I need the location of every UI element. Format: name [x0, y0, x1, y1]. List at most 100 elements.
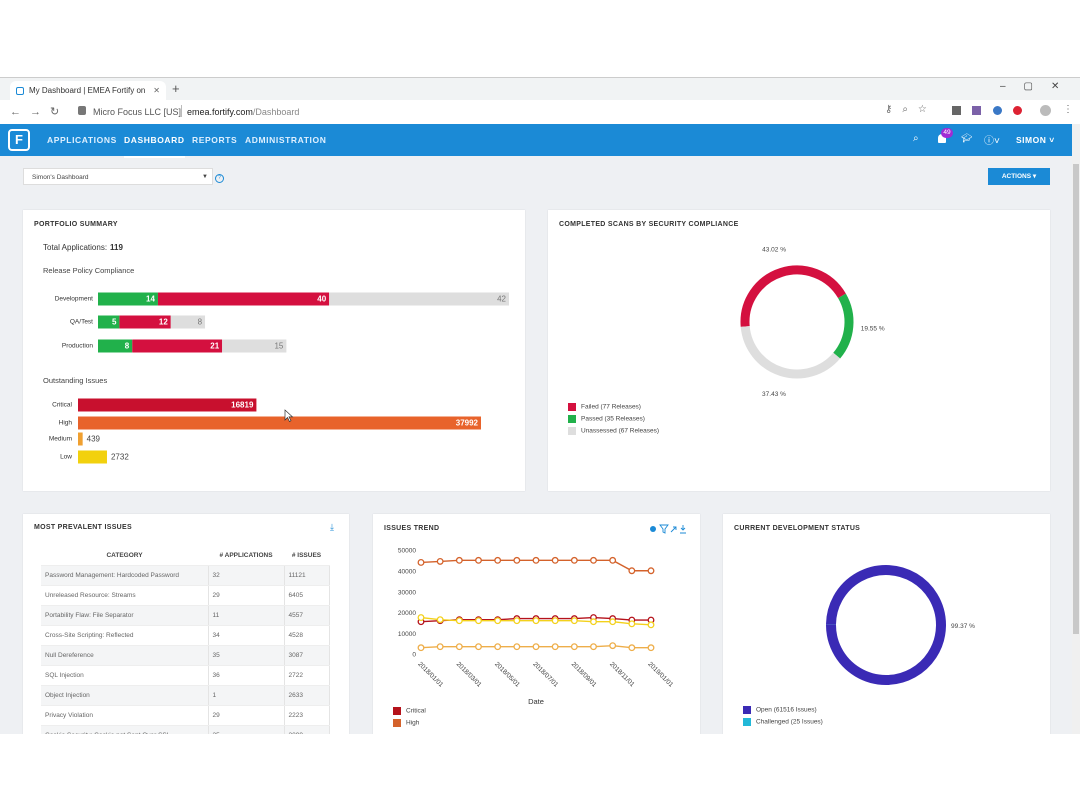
search-icon[interactable]: ⌕: [913, 133, 919, 144]
window-controls[interactable]: –▢✕: [1000, 81, 1078, 92]
option-icon[interactable]: [650, 526, 656, 532]
bar-label: 40: [317, 295, 326, 304]
legend-label: Challenged (25 Issues): [756, 719, 823, 726]
download-icon[interactable]: [680, 525, 686, 534]
x-tick-label: 2018/01/01: [416, 661, 444, 689]
table-row: Null Dereference 35 3087: [41, 645, 330, 666]
bar-segment: [132, 339, 223, 353]
trend-point: [494, 643, 502, 651]
trend-point: [494, 556, 502, 564]
donut-segment: [826, 564, 946, 685]
section-title: Release Policy Compliance: [43, 266, 134, 275]
legend-label: Passed (35 Releases): [581, 416, 645, 423]
legend-label: Unassessed (67 Releases): [581, 428, 659, 435]
trend-point: [590, 556, 597, 564]
trend-point: [532, 556, 540, 564]
app-logo[interactable]: F: [8, 129, 30, 151]
issues-table: CATEGORY # APPLICATIONS # ISSUES Password …: [41, 546, 330, 734]
donut-segment: [740, 265, 846, 327]
nav-item[interactable]: DASHBOARD: [124, 124, 185, 158]
donut-label: 19.55 %: [861, 325, 885, 332]
bar-label: 2732: [111, 453, 129, 462]
legend-swatch: [393, 719, 401, 727]
row-label: Low: [60, 454, 72, 461]
nav-buttons[interactable]: ←→↻: [10, 106, 69, 118]
number-cell: 25: [208, 725, 285, 734]
x-tick-label: 2018/11/01: [608, 661, 636, 689]
legend-label: Critical: [406, 708, 426, 715]
dashboard-select[interactable]: Simon's Dashboard ▼: [23, 168, 213, 185]
trend-point: [455, 643, 463, 651]
user-menu[interactable]: SIMON ˅: [1016, 135, 1055, 145]
number-cell: 2099: [284, 725, 330, 734]
legend-label: Open (61516 Issues): [756, 707, 817, 714]
trend-point: [590, 618, 597, 626]
bar-segment: [329, 292, 509, 306]
bar-segment: [157, 292, 330, 306]
browser-tab[interactable]: My Dashboard | EMEA Fortify on ✕: [10, 81, 166, 100]
bar-label: 14: [146, 295, 155, 304]
ext-icon[interactable]: [972, 106, 981, 115]
bar-segment: [98, 315, 120, 329]
bar-label: 5: [112, 318, 117, 327]
bar-label: 12: [159, 318, 168, 327]
number-cell: 32: [208, 565, 285, 586]
nav-item[interactable]: ADMINISTRATION: [245, 135, 327, 145]
x-tick-label: 2018/09/01: [570, 661, 598, 689]
menu-icon[interactable]: ⋮: [1063, 104, 1073, 115]
trend-point: [532, 617, 540, 625]
row-label: Critical: [52, 402, 72, 409]
scroll-thumb[interactable]: [1073, 164, 1079, 634]
number-cell: 11121: [284, 565, 330, 586]
nav-item[interactable]: REPORTS: [192, 135, 238, 145]
prevalent-panel: MOST PREVALENT ISSUES ⤓ CATEGORY # APPLIC…: [23, 514, 349, 734]
number-cell: 36: [208, 665, 285, 686]
help-icon[interactable]: ⓘ˅: [984, 136, 1000, 147]
tab-close[interactable]: ✕: [153, 86, 160, 95]
filter-icon[interactable]: [659, 524, 669, 534]
category-cell: Object Injection: [41, 685, 209, 706]
donut-segment: [740, 326, 841, 379]
trend-point: [590, 643, 597, 651]
table-header: CATEGORY # APPLICATIONS # ISSUES: [41, 546, 329, 566]
trend-chart: ISSUES TREND 0 10000 20000 30000 40000 50000 20…: [384, 524, 686, 727]
actions-button[interactable]: ACTIONS ▾: [988, 168, 1050, 185]
profile-icon[interactable]: [1040, 105, 1051, 116]
expand-icon[interactable]: [670, 526, 677, 533]
dashboard-content: Simon's Dashboard ▼ ? ACTIONS ▾ PORTFOLIO…: [0, 156, 1072, 734]
browser-icons[interactable]: ⚷⌕☆: [885, 104, 937, 115]
download-icon[interactable]: ⤓: [330, 522, 334, 532]
tab-bar: My Dashboard | EMEA Fortify on ✕ + –▢✕: [0, 78, 1080, 100]
trend-point: [513, 556, 521, 564]
scrollbar[interactable]: [1072, 124, 1080, 734]
table-row: Portability Flaw: File Separator 11 4557: [41, 605, 330, 626]
trend-point: [647, 567, 655, 575]
bell-icon[interactable]: [938, 134, 946, 143]
table-row: Password Management: Hardcoded Password 3…: [41, 565, 330, 586]
ext-icon[interactable]: [952, 106, 961, 115]
x-tick-label: 2019/01/01: [646, 661, 674, 689]
nav-item[interactable]: APPLICATIONS: [47, 135, 117, 145]
number-cell: 4528: [284, 625, 330, 646]
lock-icon: [78, 106, 86, 115]
help-icon[interactable]: ?: [215, 174, 224, 183]
bar-segment: [170, 315, 206, 329]
table-row: SQL Injection 36 2722: [41, 665, 330, 686]
ext-icon[interactable]: [1013, 106, 1022, 115]
bar-label: 42: [497, 295, 506, 304]
learn-icon[interactable]: 🎓︎: [961, 133, 973, 143]
total-applications: Total Applications: 119: [43, 243, 124, 252]
trend-point: [551, 643, 559, 651]
legend-swatch: [743, 706, 751, 714]
new-tab[interactable]: +: [172, 81, 180, 96]
category-cell: Cross-Site Scripting: Reflected: [41, 625, 209, 646]
number-cell: 6405: [284, 585, 330, 606]
category-cell: Cookie Security: Cookie not Sent Over SS…: [41, 725, 209, 734]
table-row: Cookie Security: Cookie not Sent Over SS…: [41, 725, 330, 734]
x-axis-title: Date: [528, 697, 544, 706]
legend-swatch: [743, 718, 751, 726]
ext-icon[interactable]: [993, 106, 1002, 115]
url[interactable]: emea.fortify.com/Dashboard: [187, 107, 299, 117]
trend-point: [417, 558, 425, 566]
trend-point: [551, 617, 559, 625]
